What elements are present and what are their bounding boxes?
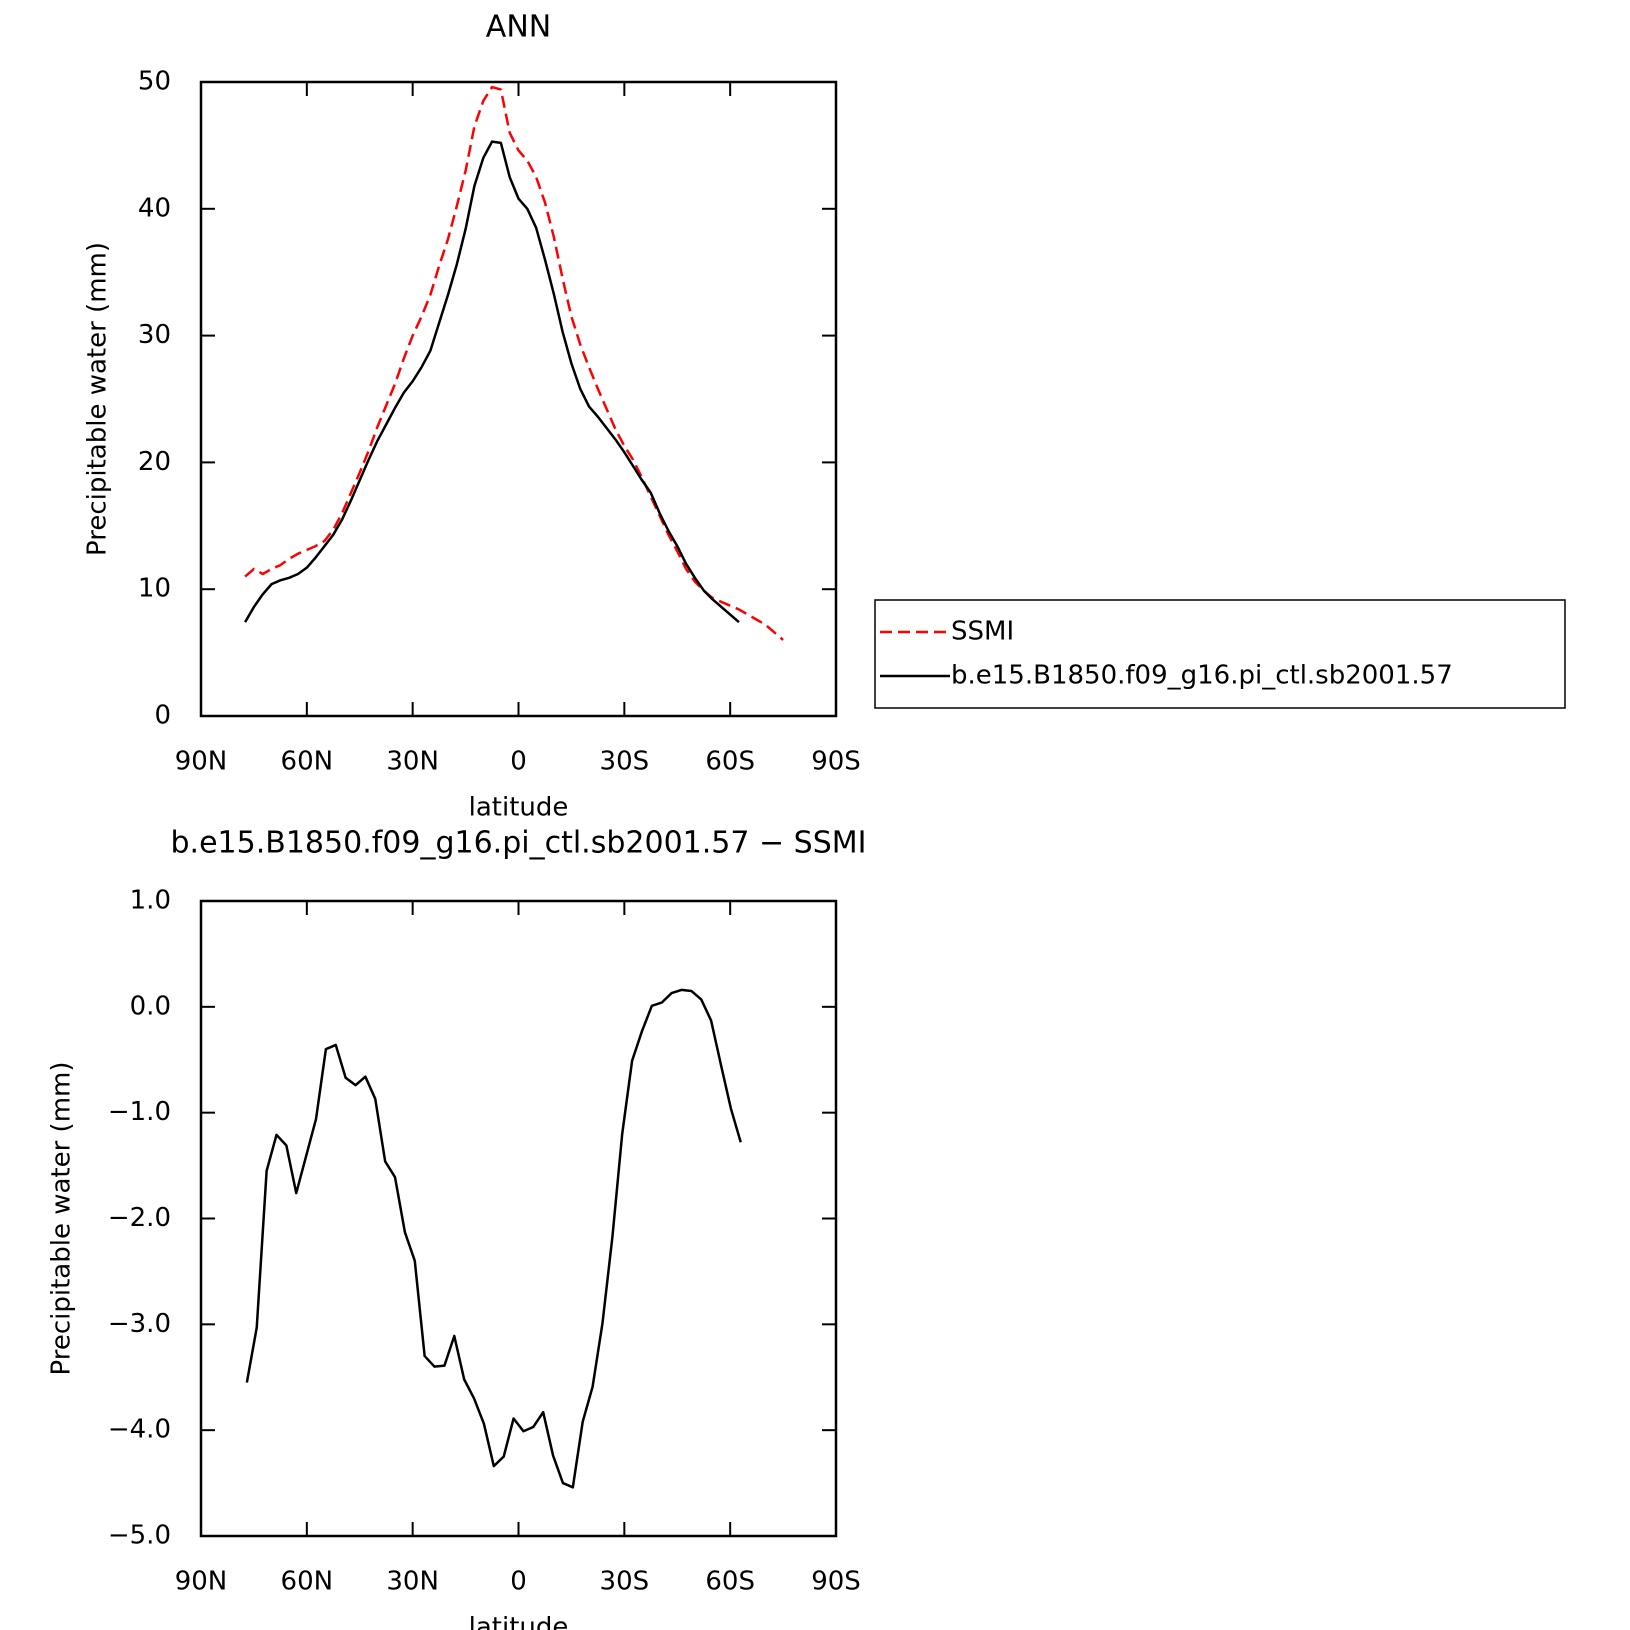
- x-axis-label: latitude: [469, 793, 569, 823]
- y-tick-label: 30: [138, 320, 171, 350]
- x-tick-label: 30N: [386, 747, 439, 777]
- y-tick-label: −3.0: [108, 1309, 171, 1339]
- y-tick-label: 40: [138, 193, 171, 223]
- data-line: [244, 85, 784, 641]
- y-tick-label: −4.0: [108, 1415, 171, 1445]
- x-tick-label: 90N: [175, 1567, 228, 1597]
- chart-title: b.e15.B1850.f09_g16.pi_ctl.sb2001.57 − S…: [171, 826, 867, 861]
- x-tick-label: 60S: [705, 1567, 755, 1597]
- x-tick-label: 60N: [281, 1567, 334, 1597]
- x-tick-label: 90S: [811, 747, 861, 777]
- legend-box: [874, 599, 1566, 709]
- x-tick-label: 30S: [600, 1567, 650, 1597]
- y-tick-label: −1.0: [108, 1097, 171, 1127]
- x-tick-label: 30S: [600, 747, 650, 777]
- y-tick-label: 50: [138, 67, 171, 97]
- x-tick-label: 30N: [386, 1567, 439, 1597]
- x-tick-label: 0: [510, 1567, 527, 1597]
- x-tick-label: 90N: [175, 747, 228, 777]
- y-tick-label: −2.0: [108, 1203, 171, 1233]
- legend-label: b.e15.B1850.f09_g16.pi_ctl.sb2001.57: [951, 661, 1453, 691]
- data-line: [244, 140, 740, 624]
- x-axis-label: latitude: [469, 1613, 569, 1630]
- y-tick-label: 10: [138, 574, 171, 604]
- y-tick-label: 0.0: [130, 991, 171, 1021]
- y-axis-label: Precipitable water (mm): [47, 1062, 77, 1376]
- legend-label: SSMI: [951, 617, 1014, 647]
- x-tick-label: 0: [510, 747, 527, 777]
- y-axis-label: Precipitable water (mm): [83, 242, 113, 556]
- chart-title: ANN: [486, 10, 551, 45]
- y-tick-label: 20: [138, 447, 171, 477]
- x-tick-label: 60N: [281, 747, 334, 777]
- x-tick-label: 90S: [811, 1567, 861, 1597]
- y-tick-label: 0: [154, 701, 171, 731]
- x-tick-label: 60S: [705, 747, 755, 777]
- data-line: [245, 988, 742, 1489]
- y-tick-label: −5.0: [108, 1521, 171, 1551]
- plot-frame: [199, 899, 838, 1538]
- y-tick-label: 1.0: [130, 886, 171, 916]
- plot-frame: [199, 80, 838, 718]
